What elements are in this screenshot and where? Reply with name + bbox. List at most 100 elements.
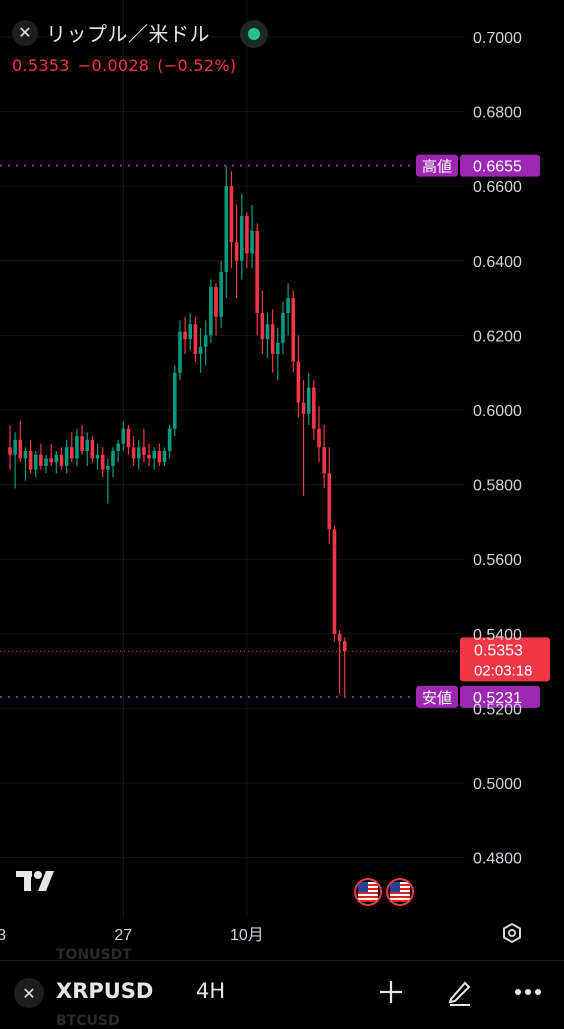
bar-countdown: 02:03:18 [474, 662, 532, 679]
candle-down [214, 286, 218, 317]
low-value-bg [460, 685, 540, 708]
quote-line: 0.5353 −0.0028 (−0.52%) [12, 56, 244, 75]
candle-down [183, 331, 187, 340]
candle-up [106, 465, 110, 470]
more-icon[interactable] [511, 975, 545, 1009]
high-value: 0.6655 [473, 159, 522, 176]
candle-up [209, 286, 213, 336]
y-tick-label: 0.5800 [473, 478, 522, 495]
candle-down [70, 447, 74, 459]
close-icon[interactable]: ✕ [12, 19, 38, 46]
candle-up [75, 436, 79, 459]
timeframe-button[interactable]: 4H [196, 979, 226, 1003]
symbol-title[interactable]: リップル／米ドル [46, 22, 210, 46]
candle-down [142, 447, 146, 455]
candle-down [28, 451, 33, 470]
candle-down [229, 186, 234, 243]
candle-up [167, 428, 172, 452]
candle-up [265, 324, 270, 340]
high-value-bg [460, 154, 540, 177]
candle-up [219, 271, 223, 317]
close-icon[interactable]: ✕ [14, 978, 44, 1008]
x-tick-label: 27 [114, 927, 132, 944]
y-tick-label: 0.7000 [473, 30, 522, 47]
candle-up [85, 439, 90, 452]
candle-up [276, 342, 280, 355]
candle-up [54, 454, 59, 463]
candle-down [234, 242, 239, 261]
candle-down [80, 436, 84, 452]
candle-down [100, 454, 105, 470]
time-axis[interactable]: 23 27 10月 [0, 922, 521, 944]
candle-up [173, 372, 177, 429]
candle-up [306, 387, 311, 414]
candle-down [39, 454, 43, 466]
candle-up [162, 451, 167, 463]
candle-up [250, 230, 254, 254]
candle-up [95, 454, 100, 459]
price-change-percent: (−0.52%) [157, 56, 237, 75]
candle-up [152, 451, 156, 459]
candle-up [111, 451, 115, 466]
candle-up [44, 458, 48, 466]
candle-down [301, 402, 306, 414]
candle-down [126, 428, 131, 448]
candle-up [33, 454, 38, 470]
candle-up [188, 324, 193, 340]
high-label: 高値 [422, 158, 452, 176]
candle-up [239, 216, 244, 261]
symbol-button[interactable]: XRPUSD [56, 979, 154, 1003]
candle-down [322, 447, 326, 474]
us-flag-icon[interactable] [354, 878, 382, 906]
candle-down [296, 361, 301, 403]
candle-down [59, 454, 64, 466]
candle-down [245, 216, 249, 254]
candle-down [291, 298, 296, 362]
candle-up [178, 331, 182, 373]
candle-down [147, 454, 151, 459]
candle-up [64, 447, 69, 466]
price-chart[interactable]: 高値 0.6655 安値 0.5231 0.5353 02:03:18 0.7000 0.6… [0, 0, 564, 960]
chart-grid [0, 0, 464, 918]
candle-down [312, 387, 316, 429]
x-tick-label: 23 [0, 927, 6, 944]
candle-up [286, 298, 290, 314]
candle-up [198, 346, 203, 355]
candle-up [23, 451, 28, 459]
candle-down [317, 428, 321, 448]
chart-header: ✕ リップル／米ドル [12, 18, 210, 47]
market-open-status-icon[interactable] [240, 20, 268, 48]
last-price: 0.5353 [12, 56, 70, 75]
price-axis[interactable]: 0.7000 0.6800 0.6600 0.6400 0.6200 0.6000 0.58… [473, 30, 522, 868]
us-flag-icon[interactable] [386, 878, 414, 906]
candle-down [90, 439, 95, 459]
candle-down [255, 230, 259, 314]
candle-down [49, 458, 53, 463]
y-tick-label: 0.4800 [473, 851, 522, 868]
axis-settings-dot [508, 929, 516, 937]
low-label-bg [416, 685, 458, 708]
y-tick-label: 0.6400 [473, 254, 522, 271]
axis-settings-icon[interactable] [503, 922, 521, 944]
candle-down [193, 324, 198, 355]
tradingview-logo-icon [16, 868, 62, 898]
candle-up [203, 335, 208, 347]
candle-up [116, 443, 120, 452]
y-tick-label: 0.6200 [473, 328, 522, 345]
candle-down [337, 633, 342, 642]
candle-down [327, 473, 332, 530]
x-tick-label: 10月 [230, 927, 264, 944]
drawing-pen-icon[interactable] [443, 975, 477, 1009]
y-tick-label: 0.5600 [473, 552, 522, 569]
candle-up [224, 186, 229, 272]
price-change: −0.0028 [77, 56, 150, 75]
candle-down [270, 324, 275, 355]
current-price-value: 0.5353 [474, 642, 523, 659]
candle-down [157, 451, 162, 463]
candle-down [342, 641, 347, 652]
previous-symbol-ghost: TONUSDT [56, 947, 132, 963]
candle-down [332, 529, 337, 634]
candle-up [281, 313, 285, 343]
y-tick-label: 0.5200 [473, 701, 522, 718]
plus-icon[interactable] [374, 975, 408, 1009]
